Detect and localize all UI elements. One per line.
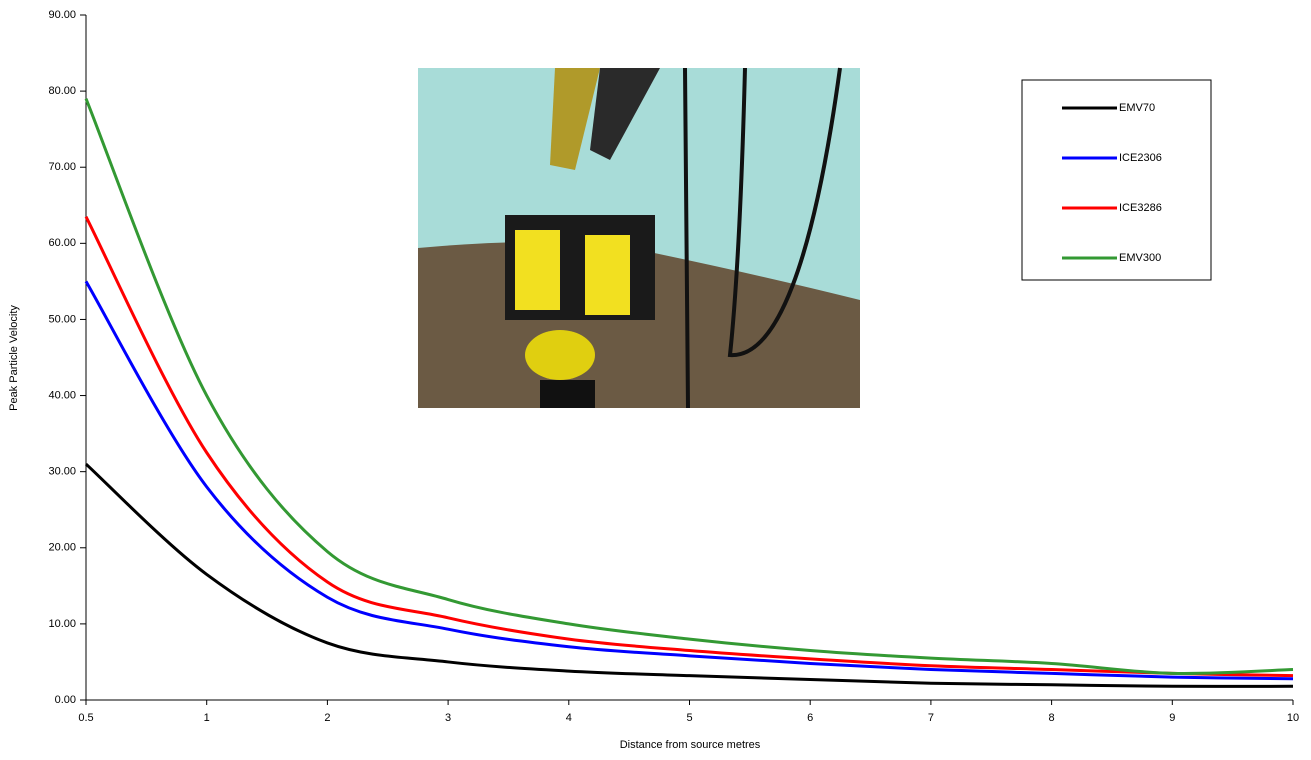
x-tick-label: 10 — [1287, 712, 1299, 724]
y-tick-label: 20.00 — [48, 542, 76, 554]
series-line — [84, 98, 1294, 676]
x-tick-label: 4 — [566, 712, 572, 724]
y-tick-label: 70.00 — [48, 161, 76, 173]
y-tick-label: 30.00 — [48, 466, 76, 478]
photo — [418, 67, 860, 409]
legend-label: EMV70 — [1119, 102, 1155, 114]
x-tick-label: 1 — [204, 712, 210, 724]
y-tick-label: 0.00 — [55, 694, 76, 706]
legend — [1021, 79, 1212, 281]
y-tick-label: 60.00 — [48, 237, 76, 249]
x-tick-label: 5 — [686, 712, 692, 724]
x-tick-label: 6 — [807, 712, 813, 724]
y-tick-label: 40.00 — [48, 389, 76, 401]
x-tick-label: 7 — [928, 712, 934, 724]
x-tick-label: 9 — [1169, 712, 1175, 724]
y-tick-label: 50.00 — [48, 313, 76, 325]
x-tick-label: 8 — [1049, 712, 1055, 724]
legend-label: EMV300 — [1119, 252, 1161, 264]
legend-label: ICE3286 — [1119, 202, 1162, 214]
x-tick-label: 3 — [445, 712, 451, 724]
x-tick-label: 2 — [324, 712, 330, 724]
y-tick-label: 90.00 — [48, 9, 76, 21]
series-line — [84, 216, 1294, 678]
series-line — [84, 462, 1294, 688]
y-tick-label: 80.00 — [48, 85, 76, 97]
y-tick-label: 10.00 — [48, 618, 76, 630]
x-axis-label: Distance from source metres — [620, 739, 761, 751]
series-line — [84, 280, 1294, 681]
x-tick-label: 0.5 — [78, 712, 93, 724]
legend-label: ICE2306 — [1119, 152, 1162, 164]
y-axis-label: Peak Particle Velocity — [8, 305, 20, 411]
